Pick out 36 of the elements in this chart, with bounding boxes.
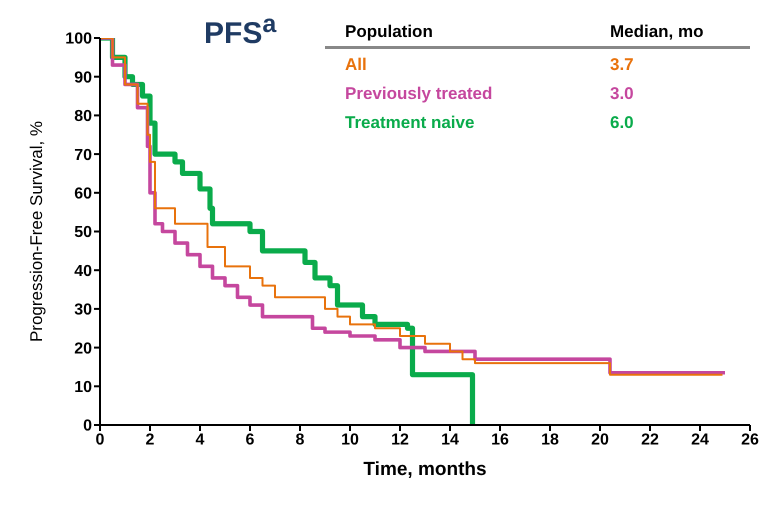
- x-tick-label: 2: [146, 431, 155, 448]
- x-tick-label: 26: [741, 431, 759, 448]
- x-tick-label: 0: [96, 431, 105, 448]
- annotation: 3.7: [610, 55, 635, 76]
- x-tick-label: 24: [691, 431, 709, 448]
- x-tick-label: 16: [491, 431, 509, 448]
- y-tick-label: 40: [74, 262, 92, 280]
- y-tick-label: 90: [74, 69, 92, 86]
- x-tick-label: 14: [441, 431, 459, 448]
- annotation: 6.0: [610, 113, 635, 134]
- y-tick-label: 20: [74, 340, 92, 358]
- x-tick-label: 6: [246, 431, 255, 448]
- x-tick-label: 4: [196, 431, 205, 448]
- y-axis-title: Progression-Free Survival, %: [27, 120, 46, 342]
- x-tick-label: 22: [641, 431, 659, 448]
- y-tick-label: 60: [74, 185, 92, 202]
- y-tick-label: 50: [74, 224, 92, 242]
- text: Treatment naive: [344, 113, 476, 134]
- text: Previously treated: [344, 84, 494, 105]
- y-tick-label: 30: [74, 302, 92, 319]
- text: All: [344, 55, 368, 76]
- x-tick-label: 20: [591, 431, 609, 448]
- legend-title: Population: [344, 22, 434, 42]
- y-tick-label: 80: [74, 108, 92, 126]
- x-tick-label: 12: [391, 431, 409, 448]
- x-tick-label: 18: [541, 431, 559, 448]
- y-tick-label: 100: [65, 30, 92, 48]
- y-tick-label: 0: [83, 418, 92, 435]
- chart-title: PFS$^{a}$: [204, 10, 276, 51]
- y-tick-label: 70: [74, 146, 92, 164]
- x-axis-title: Time, months: [363, 459, 487, 480]
- y-tick-label: 10: [74, 378, 92, 396]
- x-tick-label: 8: [296, 431, 305, 448]
- annotation: Median, mo: [610, 22, 705, 42]
- annotation: 3.0: [610, 84, 635, 105]
- x-tick-label: 10: [341, 431, 359, 448]
